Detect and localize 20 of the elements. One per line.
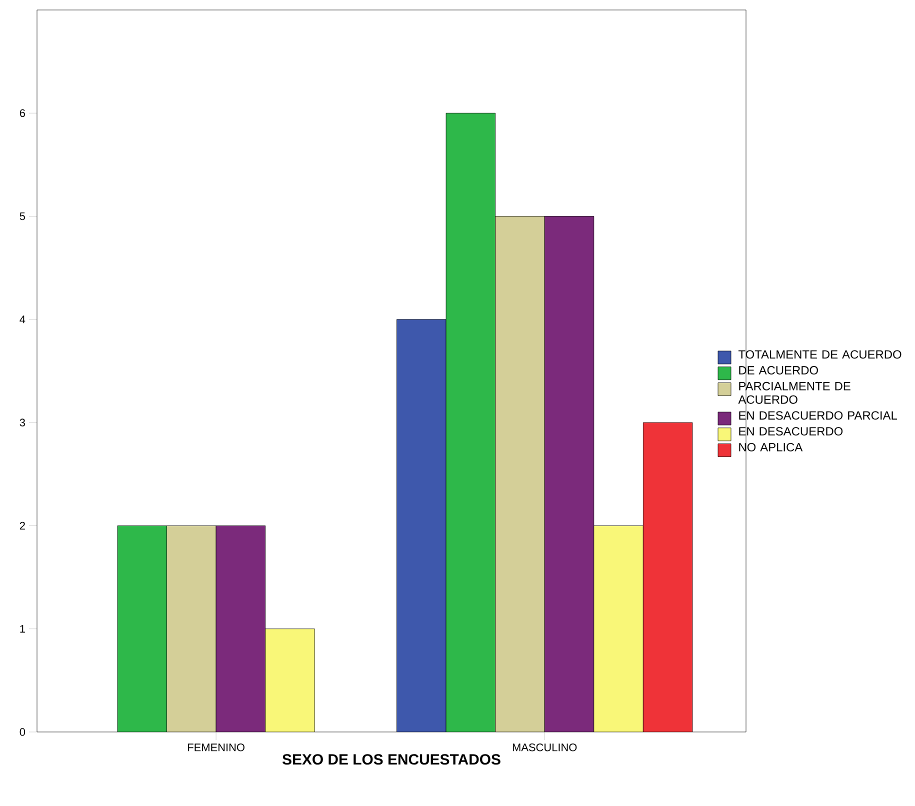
legend-label: DE ACUERDO — [739, 366, 818, 375]
legend-label: EN DESACUERDO — [739, 427, 843, 436]
x-tick-label: MASCULINO — [512, 744, 577, 752]
y-tick-label: 1 — [20, 625, 25, 633]
y-tick-label: 3 — [20, 418, 25, 426]
y-tick-label: 2 — [20, 522, 25, 530]
bar — [446, 112, 496, 732]
x-tick-label: FEMENINO — [188, 744, 244, 752]
legend-label: NO APLICA — [739, 442, 803, 452]
y-tick-label: 0 — [20, 728, 26, 736]
legend-label: EN DESACUERDO PARCIAL — [739, 411, 898, 420]
bar — [216, 526, 266, 732]
y-tick-label: 5 — [20, 212, 26, 220]
y-tick-label: 6 — [20, 109, 25, 118]
x-axis-title: SEXO DE LOS ENCUESTADOS — [282, 754, 500, 765]
legend-label: PARCIALMENTE DE ACUERDO — [738, 382, 850, 404]
y-tick-label: 4 — [20, 316, 26, 324]
legend-label: TOTALMENTE DE ACUERDO — [738, 350, 902, 359]
bar — [117, 526, 167, 732]
bar — [544, 216, 594, 732]
